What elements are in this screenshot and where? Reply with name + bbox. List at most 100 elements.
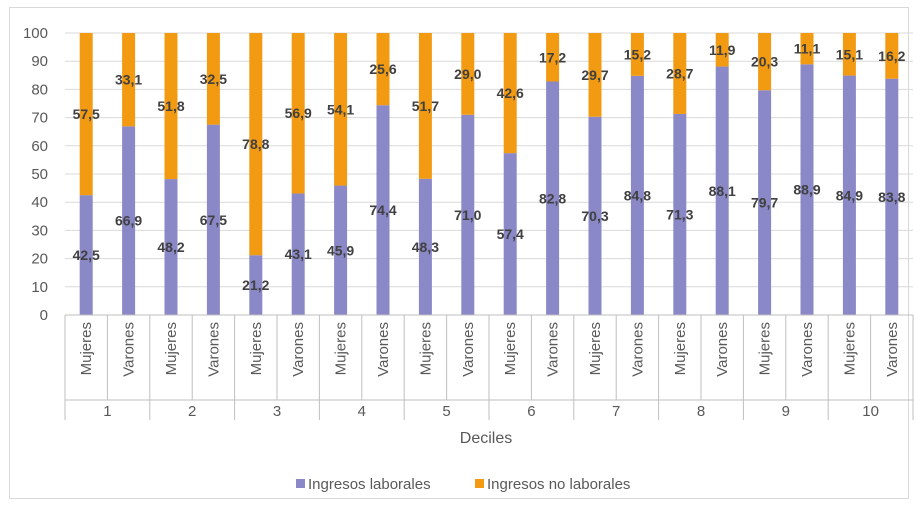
x-axis-title: Deciles [460,430,512,447]
bar-ingresos-no-laborales [79,33,93,196]
bar-ingresos-laborales [122,126,136,315]
data-label: 21,2 [242,277,269,293]
bars [79,33,899,316]
data-label: 29,7 [581,67,608,83]
x-subcategory-label: Mujeres [248,322,265,375]
bar-ingresos-no-laborales [546,33,560,82]
x-group-label: 7 [612,403,620,420]
x-group-label: 5 [442,403,450,420]
x-group-label: 9 [782,403,790,420]
bar-ingresos-laborales [885,78,899,316]
data-label: 28,7 [666,65,693,81]
data-label: 74,4 [369,202,396,218]
data-label: 56,9 [285,105,312,121]
y-tick-label: 30 [31,222,48,239]
x-subcategory-label: Mujeres [417,322,434,375]
y-tick-label: 80 [31,81,48,98]
data-label: 71,3 [666,206,693,222]
y-tick-label: 50 [31,166,48,183]
data-label: 51,8 [157,98,184,114]
bar-ingresos-laborales [79,195,93,315]
data-label: 84,9 [836,187,863,203]
bar-ingresos-laborales [546,81,560,315]
bar-ingresos-no-laborales [673,33,687,114]
data-label: 71,0 [454,207,481,223]
bar-ingresos-no-laborales [249,33,263,256]
y-tick-label: 0 [40,307,48,324]
data-label: 43,1 [285,246,312,262]
bar-ingresos-laborales [206,124,220,316]
y-tick-label: 40 [31,194,48,211]
bar-ingresos-laborales [376,105,390,315]
bar-ingresos-no-laborales [630,33,644,76]
data-label: 51,7 [412,98,439,114]
data-label: 32,5 [200,71,227,87]
data-label: 42,6 [497,85,524,101]
data-label: 33,1 [115,72,142,88]
x-subcategory-label: Mujeres [587,322,604,375]
x-group-label: 10 [862,403,879,420]
bar-ingresos-no-laborales [758,33,772,91]
x-subcategory-label: Mujeres [841,322,858,375]
bar-ingresos-no-laborales [164,33,178,180]
bar-ingresos-laborales [758,90,772,315]
x-group-label: 6 [527,403,535,420]
x-group-label: 2 [188,403,196,420]
data-label: 84,8 [624,187,651,203]
bar-ingresos-laborales [630,75,644,315]
bar-ingresos-no-laborales [800,33,814,65]
data-label: 57,4 [497,226,524,242]
x-subcategory-label: Varones [121,322,138,377]
gridlines [65,32,913,288]
bar-ingresos-no-laborales [715,33,729,67]
data-label: 57,5 [73,106,100,122]
bar-ingresos-laborales [673,113,687,316]
x-group-label: 3 [273,403,281,420]
y-tick-label: 10 [31,279,48,296]
bar-ingresos-no-laborales [842,33,856,76]
data-label: 20,3 [751,54,778,70]
legend: Ingresos laborales Ingresos no laborales [296,476,630,493]
bar-ingresos-laborales [588,116,602,315]
y-tick-label: 70 [31,110,48,127]
y-tick-label: 90 [31,53,48,70]
x-subcategory-label: Mujeres [502,322,519,375]
bar-ingresos-no-laborales [291,33,305,194]
bar-ingresos-no-laborales [885,33,899,79]
x-subcategory-label: Varones [545,322,562,377]
data-label: 16,2 [878,48,905,64]
y-tick-label: 20 [31,251,48,268]
x-subcategory-label: Mujeres [163,322,180,375]
x-subcategory-label: Varones [290,322,307,377]
data-label: 83,8 [878,189,905,205]
bar-ingresos-no-laborales [122,33,136,127]
data-label: 70,3 [581,208,608,224]
data-label: 25,6 [369,61,396,77]
data-labels: 42,5 57,5 66,9 33,1 48,2 51,8 67,5 32,5 21,2 78,8… [73,41,906,293]
bar-ingresos-laborales [249,255,263,315]
data-label: 78,8 [242,136,269,152]
legend-label: Ingresos laborales [308,476,431,493]
data-label: 82,8 [539,190,566,206]
bar-ingresos-no-laborales [334,33,348,186]
x-subcategory-label: Mujeres [78,322,95,375]
y-tick-label: 60 [31,138,48,155]
bar-ingresos-laborales [334,185,348,315]
x-group-label: 8 [697,403,705,420]
bar-ingresos-laborales [842,75,856,315]
x-subcategory-label: Mujeres [757,322,774,375]
bar-ingresos-no-laborales [418,33,432,179]
data-label: 48,3 [412,239,439,255]
data-label: 88,9 [793,182,820,198]
legend-swatch-ingresos-laborales [296,479,305,488]
y-tick-label: 100 [23,25,48,42]
bar-ingresos-laborales [291,193,305,315]
bar-ingresos-no-laborales [376,33,390,106]
axes: 0 10 20 30 40 50 60 70 80 90 100 Mujeres Varones Muje… [23,25,914,420]
x-subcategory-label: Varones [460,322,477,377]
bar-ingresos-no-laborales [206,33,220,125]
bar-ingresos-laborales [461,114,475,315]
x-group-label: 4 [358,403,366,420]
bar-ingresos-laborales [418,178,432,315]
